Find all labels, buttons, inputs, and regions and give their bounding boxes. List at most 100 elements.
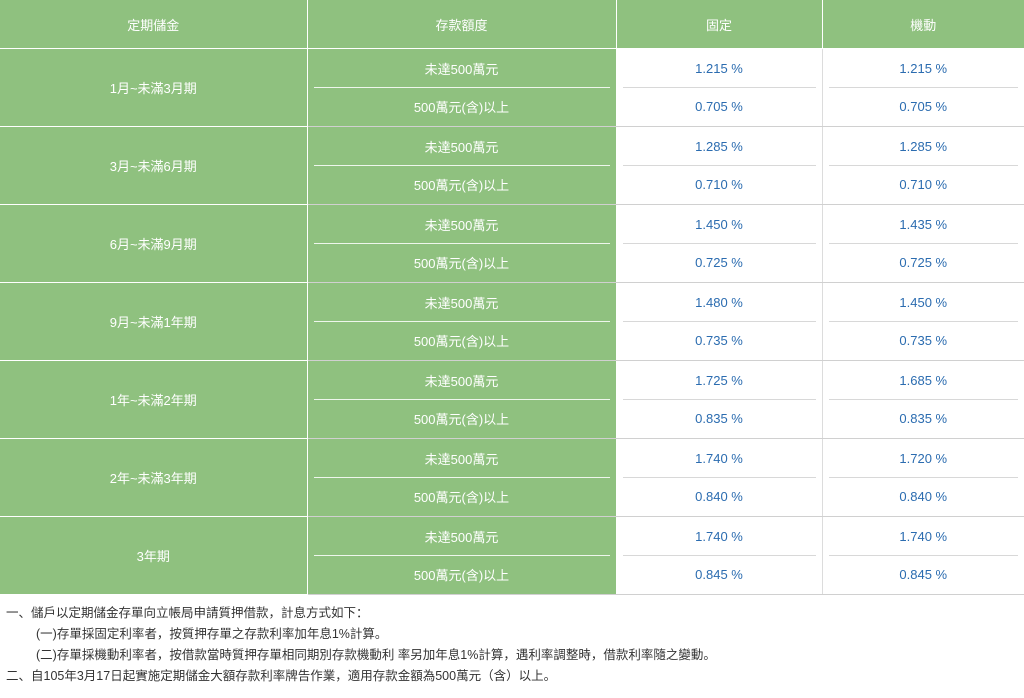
floating-rate-cell: 1.435 % (822, 204, 1024, 244)
header-amount: 存款額度 (307, 0, 617, 49)
note-1: 一、儲戶以定期儲金存單向立帳局申請質押借款，計息方式如下： (6, 606, 369, 620)
fixed-rate-high: 0.710 % (695, 177, 743, 193)
fixed-rate-high: 0.840 % (695, 489, 743, 505)
floating-rate-cell: 1.285 % (822, 126, 1024, 166)
fixed-rate-cell: 1.740 % (616, 438, 823, 478)
floating-rate-low: 1.285 % (823, 127, 1024, 166)
note-1-a: (一)存單採固定利率者，按質押存單之存款利率加年息1%計算。 (36, 627, 388, 641)
term-label: 1月~未滿3月期 (109, 81, 197, 96)
amount-cell: 未達500萬元 (307, 516, 617, 556)
floating-rate-low: 1.435 % (823, 205, 1024, 244)
amount-cell: 500萬元(含)以上 (307, 165, 617, 205)
fixed-rate-high: 0.845 % (695, 567, 743, 583)
fixed-rate-high: 0.835 % (695, 411, 743, 427)
term-label: 3年期 (136, 549, 170, 564)
amount-label-high: 500萬元(含)以上 (413, 568, 510, 584)
amount-cell: 未達500萬元 (307, 204, 617, 244)
fixed-rate-cell: 0.840 % (616, 477, 823, 517)
fixed-rate-cell: 1.740 % (616, 516, 823, 556)
floating-rate-high: 0.735 % (899, 333, 948, 349)
floating-rate-high: 0.840 % (899, 489, 948, 505)
term-label: 1年~未滿2年期 (109, 393, 197, 408)
table-row: 500萬元(含)以上 0.705 % 0.705 % (0, 87, 1024, 127)
term-cell: 2年~未滿3年期 (0, 438, 308, 517)
header-fixed: 固定 (616, 0, 823, 49)
fixed-rate-cell: 1.725 % (616, 360, 823, 400)
floating-rate-high: 0.710 % (899, 177, 948, 193)
header-term: 定期儲金 (0, 0, 308, 49)
amount-label-high: 500萬元(含)以上 (413, 334, 510, 350)
term-cell: 6月~未滿9月期 (0, 204, 308, 283)
fixed-rate-cell: 1.285 % (616, 126, 823, 166)
fixed-rate-low: 1.725 % (617, 361, 822, 400)
table-row: 2年~未滿3年期 未達500萬元 1.740 % 1.720 % (0, 438, 1024, 517)
amount-label-low: 未達500萬元 (308, 361, 616, 400)
table-row: 500萬元(含)以上 0.835 % 0.835 % (0, 399, 1024, 439)
floating-rate-low: 1.740 % (823, 517, 1024, 556)
amount-label-low: 未達500萬元 (308, 49, 616, 88)
floating-rate-cell: 0.845 % (822, 555, 1024, 595)
floating-rate-cell: 0.840 % (822, 477, 1024, 517)
table-row: 9月~未滿1年期 未達500萬元 1.480 % 1.450 % (0, 282, 1024, 361)
floating-rate-low: 1.685 % (823, 361, 1024, 400)
rates-table: 定期儲金 存款額度 固定 機動 1月~未滿3月期 未達500萬元 1.215 % 1.… (0, 0, 1024, 595)
amount-cell: 未達500萬元 (307, 282, 617, 322)
amount-cell: 500萬元(含)以上 (307, 399, 617, 439)
term-label: 9月~未滿1年期 (109, 315, 197, 330)
fixed-rate-low: 1.740 % (617, 517, 822, 556)
amount-label-high: 500萬元(含)以上 (413, 100, 510, 116)
amount-label-high: 500萬元(含)以上 (413, 490, 510, 506)
table-row: 500萬元(含)以上 0.840 % 0.840 % (0, 477, 1024, 517)
amount-label-low: 未達500萬元 (308, 283, 616, 322)
amount-cell: 500萬元(含)以上 (307, 87, 617, 127)
table-row: 500萬元(含)以上 0.725 % 0.725 % (0, 243, 1024, 283)
amount-label-low: 未達500萬元 (308, 439, 616, 478)
amount-cell: 500萬元(含)以上 (307, 477, 617, 517)
note-1-b: (二)存單採機動利率者，按借款當時質押存單相同期別存款機動利 率另加年息1%計算… (36, 648, 716, 662)
amount-label-high: 500萬元(含)以上 (413, 178, 510, 194)
floating-rate-low: 1.720 % (823, 439, 1024, 478)
amount-cell: 未達500萬元 (307, 48, 617, 88)
floating-rate-low: 1.450 % (823, 283, 1024, 322)
fixed-rate-low: 1.285 % (617, 127, 822, 166)
table-row: 1月~未滿3月期 未達500萬元 1.215 % 1.215 % (0, 48, 1024, 127)
table-row: 3年期 未達500萬元 1.740 % 1.740 % (0, 516, 1024, 595)
floating-rate-low: 1.215 % (823, 49, 1024, 88)
fixed-rate-high: 0.725 % (695, 255, 743, 271)
fixed-rate-cell: 0.835 % (616, 399, 823, 439)
fixed-rate-cell: 0.705 % (616, 87, 823, 127)
fixed-rate-cell: 0.725 % (616, 243, 823, 283)
floating-rate-cell: 1.740 % (822, 516, 1024, 556)
header-row: 定期儲金 存款額度 固定 機動 (0, 0, 1024, 49)
fixed-rate-cell: 1.450 % (616, 204, 823, 244)
term-cell: 9月~未滿1年期 (0, 282, 308, 361)
fixed-rate-cell: 0.710 % (616, 165, 823, 205)
table-row: 1年~未滿2年期 未達500萬元 1.725 % 1.685 % (0, 360, 1024, 439)
floating-rate-high: 0.725 % (899, 255, 948, 271)
rates-body: 1月~未滿3月期 未達500萬元 1.215 % 1.215 % 500萬元(含)以上 0… (0, 48, 1024, 595)
fixed-rate-high: 0.735 % (695, 333, 743, 349)
floating-rate-cell: 1.450 % (822, 282, 1024, 322)
fixed-rate-low: 1.480 % (617, 283, 822, 322)
table-row: 500萬元(含)以上 0.710 % 0.710 % (0, 165, 1024, 205)
floating-rate-cell: 1.720 % (822, 438, 1024, 478)
fixed-rate-cell: 1.215 % (616, 48, 823, 88)
table-row: 6月~未滿9月期 未達500萬元 1.450 % 1.435 % (0, 204, 1024, 283)
table-row: 500萬元(含)以上 0.735 % 0.735 % (0, 321, 1024, 361)
amount-cell: 500萬元(含)以上 (307, 321, 617, 361)
floating-rate-cell: 0.735 % (822, 321, 1024, 361)
floating-rate-cell: 0.705 % (822, 87, 1024, 127)
floating-rate-cell: 0.710 % (822, 165, 1024, 205)
fixed-rate-cell: 1.480 % (616, 282, 823, 322)
amount-cell: 未達500萬元 (307, 438, 617, 478)
term-cell: 3年期 (0, 516, 308, 595)
fixed-rate-low: 1.740 % (617, 439, 822, 478)
term-label: 2年~未滿3年期 (109, 471, 197, 486)
floating-rate-cell: 0.725 % (822, 243, 1024, 283)
note-2: 二、自105年3月17日起實施定期儲金大額存款利率牌告作業，適用存款金額為500… (6, 669, 557, 683)
amount-label-low: 未達500萬元 (308, 517, 616, 556)
floating-rate-cell: 1.685 % (822, 360, 1024, 400)
fixed-rate-high: 0.705 % (695, 99, 743, 115)
amount-cell: 未達500萬元 (307, 126, 617, 166)
amount-label-low: 未達500萬元 (308, 205, 616, 244)
